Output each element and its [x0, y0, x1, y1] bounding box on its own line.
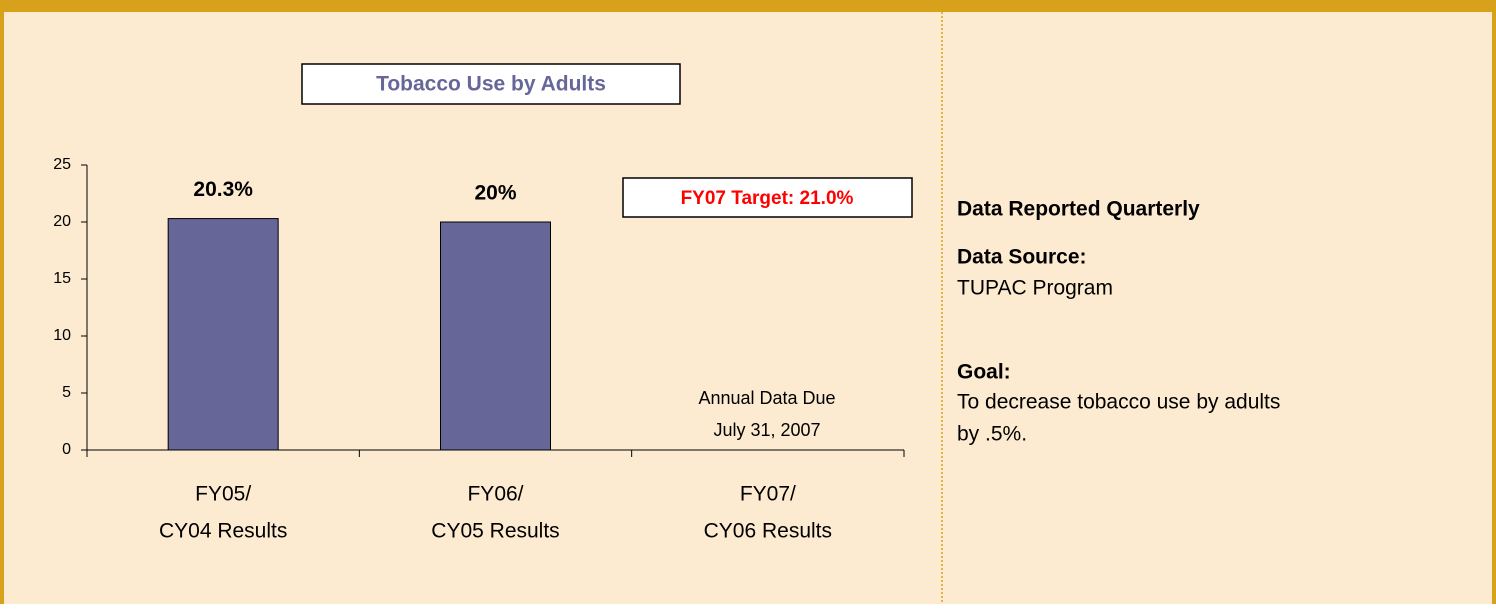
x-tick-label: CY04 Results: [159, 520, 287, 543]
x-tick-label: FY07/: [740, 483, 796, 506]
bar: [440, 221, 551, 451]
y-tick-label: 5: [62, 384, 71, 401]
target-box: [622, 177, 913, 218]
y-tick-label: 10: [53, 327, 71, 344]
title-box: [301, 63, 681, 105]
goal: To decrease tobacco use by adults: [957, 391, 1280, 414]
x-tick-label: CY05 Results: [431, 520, 559, 543]
x-tick-label: FY05/: [195, 483, 251, 506]
goal: by .5%.: [957, 423, 1027, 446]
y-tick-label: 15: [53, 270, 71, 287]
data-label: 20.3%: [193, 178, 253, 201]
chart-title: Tobacco Use by Adults: [376, 73, 606, 96]
target-label: FY07 Target: 21.0%: [681, 188, 854, 209]
x-tick-label: CY06 Results: [704, 520, 832, 543]
y-tick-label: 20: [53, 213, 71, 230]
bar: [167, 218, 279, 451]
right-border: [1492, 0, 1496, 604]
x-tick-label: FY06/: [467, 483, 523, 506]
annotation: Annual Data Due: [698, 388, 835, 408]
goal-label: Goal:: [957, 361, 1011, 384]
top-bar: [0, 0, 1496, 12]
left-border: [0, 0, 4, 604]
data-label: 20%: [474, 182, 516, 205]
source: TUPAC Program: [957, 277, 1113, 300]
y-tick-label: 0: [62, 441, 71, 458]
annotation: July 31, 2007: [713, 420, 820, 440]
side-heading: Data Reported Quarterly: [957, 198, 1200, 221]
source-label: Data Source:: [957, 246, 1087, 269]
y-tick-label: 25: [53, 156, 71, 173]
